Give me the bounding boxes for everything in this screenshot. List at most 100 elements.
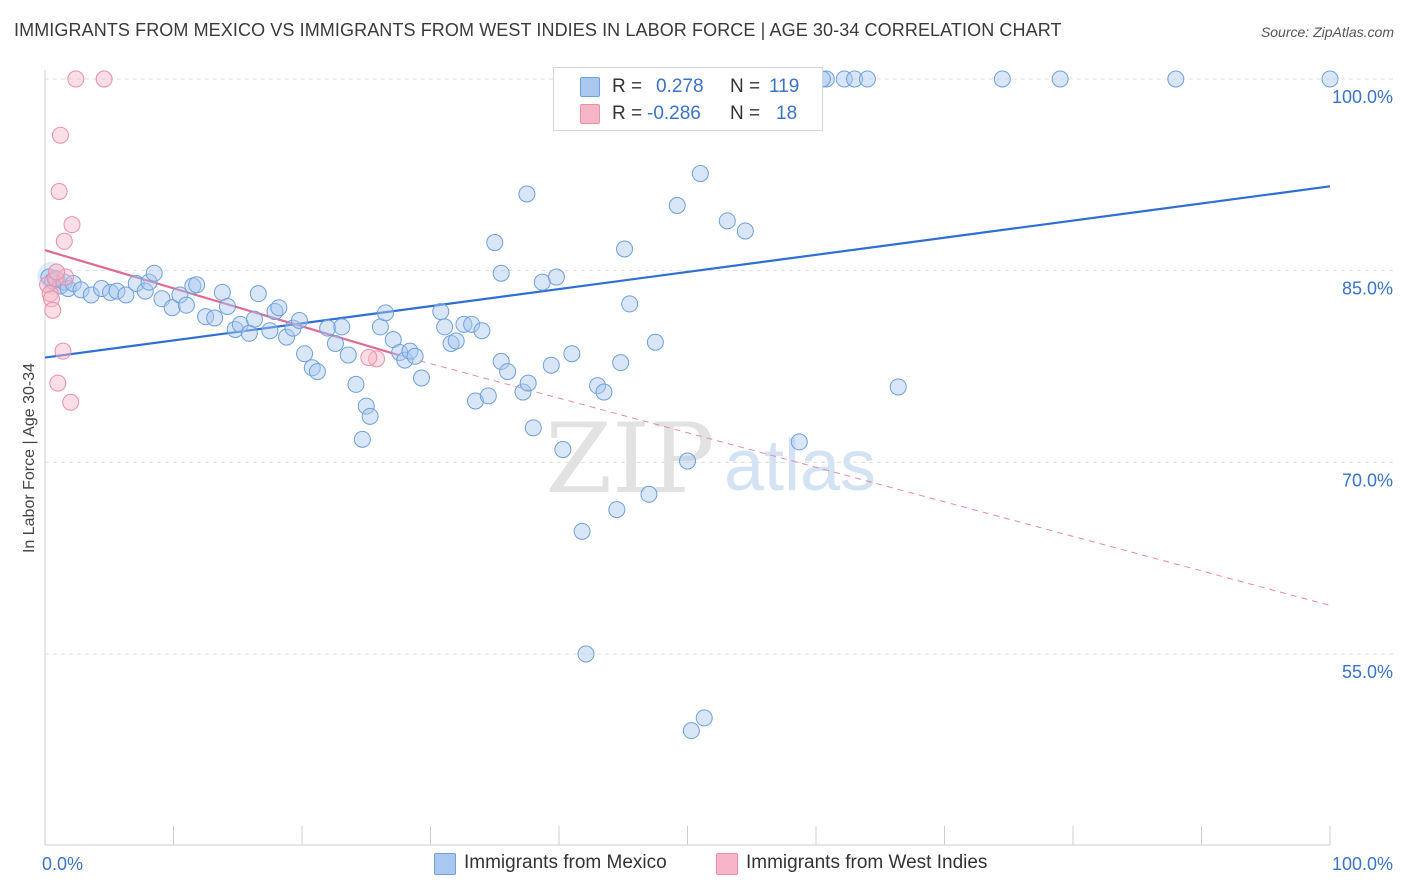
point-mexico <box>616 240 634 258</box>
point-mexico <box>668 197 686 214</box>
point-mexico <box>695 709 713 727</box>
stats-row-mexico: R = 0.278 N = 119 <box>554 74 822 100</box>
x-tick-label: 100.0% <box>1332 854 1393 874</box>
point-mexico <box>377 304 395 322</box>
point-mexico <box>270 299 288 317</box>
point-mexico <box>339 346 357 364</box>
point-west-indies <box>62 393 80 411</box>
watermark-zip: ZIP <box>545 403 714 515</box>
point-mexico <box>401 342 419 360</box>
point-mexico <box>206 309 224 327</box>
legend-item-mexico[interactable]: Immigrants from Mexico <box>434 850 694 876</box>
point-mexico <box>136 282 154 300</box>
point-mexico <box>333 318 351 336</box>
point-mexico <box>514 383 532 401</box>
point-mexico <box>612 354 630 372</box>
point-mexico <box>858 70 876 88</box>
legend-item-west-indies[interactable]: Immigrants from West Indies <box>716 850 1016 876</box>
point-mexico <box>993 70 1011 88</box>
legend-swatch-west-indies <box>580 104 600 124</box>
n-value: 18 <box>776 103 798 124</box>
point-mexico <box>595 383 613 401</box>
point-mexico <box>499 363 517 381</box>
point-mexico <box>1051 70 1069 88</box>
point-mexico <box>573 522 591 540</box>
point-mexico <box>492 352 510 370</box>
n-label: N = <box>730 103 761 124</box>
trendlines <box>44 185 1331 606</box>
point-mexico <box>245 310 263 328</box>
point-west-indies <box>57 268 75 286</box>
point-mexico <box>518 185 536 203</box>
point-mexico <box>218 297 236 315</box>
source-label: Source: ZipAtlas.com <box>1260 24 1394 40</box>
point-mexico <box>140 273 158 291</box>
point-mexico <box>326 335 344 352</box>
point-mexico <box>889 378 907 396</box>
point-mexico <box>406 347 424 365</box>
n-value: 119 <box>769 76 800 97</box>
point-mexico <box>261 322 279 340</box>
r-value: 0.278 <box>656 76 704 97</box>
stats-row-west-indies: R = -0.286 N = 18 <box>554 101 822 127</box>
point-mexico <box>296 345 314 363</box>
point-mexico <box>290 312 308 329</box>
point-mexico <box>682 722 700 740</box>
point-west-indies <box>44 301 62 319</box>
point-mexico <box>542 356 560 374</box>
point-mexico <box>432 303 450 321</box>
trendline-west-indies-extension <box>398 354 1331 606</box>
point-mexico <box>308 363 326 381</box>
point-mexico <box>171 286 189 304</box>
point-mexico <box>533 273 551 291</box>
point-mexico <box>463 315 481 333</box>
legend-swatch-mexico <box>434 853 456 875</box>
point-mexico <box>691 165 709 183</box>
n-label: N = <box>730 76 761 97</box>
y-tick-label: 100.0% <box>1332 87 1393 107</box>
point-mexico <box>646 333 664 351</box>
point-mexico <box>519 374 537 392</box>
r-value: -0.286 <box>647 103 701 124</box>
point-mexico <box>353 430 371 448</box>
y-tick-label: 85.0% <box>1342 279 1393 299</box>
point-mexico <box>117 286 135 304</box>
point-mexico <box>163 299 181 317</box>
point-west-indies <box>49 374 67 392</box>
point-mexico <box>679 452 696 470</box>
point-mexico <box>790 433 808 451</box>
point-mexico <box>466 392 484 410</box>
watermark: ZIP atlas <box>545 403 876 515</box>
point-mexico <box>577 645 595 663</box>
y-tick-label: 55.0% <box>1342 662 1393 682</box>
point-mexico <box>278 328 296 346</box>
point-mexico <box>436 318 454 336</box>
point-mexico <box>486 234 504 252</box>
gridlines <box>45 78 1393 655</box>
point-mexico <box>835 70 853 88</box>
trendline-west-indies <box>44 249 399 357</box>
chart-title: IMMIGRANTS FROM MEXICO VS IMMIGRANTS FRO… <box>14 20 1062 40</box>
point-mexico <box>188 276 206 294</box>
point-west-indies <box>51 126 69 144</box>
point-mexico <box>473 322 491 340</box>
y-tick-label: 70.0% <box>1342 470 1393 490</box>
point-mexico <box>108 282 126 300</box>
point-mexico <box>442 335 460 352</box>
point-west-indies <box>54 342 72 360</box>
point-mexico <box>347 375 365 393</box>
point-west-indies <box>360 349 378 367</box>
point-west-indies <box>55 232 73 250</box>
point-mexico <box>554 441 572 459</box>
data-points <box>37 70 1339 740</box>
stats-legend: R = 0.278 N = 119 R = -0.286 N = 18 <box>553 67 823 131</box>
point-mexico <box>1321 70 1339 88</box>
point-mexico <box>621 295 639 313</box>
point-mexico <box>589 377 607 395</box>
point-mexico <box>145 264 163 282</box>
point-mexico <box>319 319 337 337</box>
point-mexico <box>608 501 626 519</box>
axes <box>44 70 1331 846</box>
legend-swatch-mexico <box>580 77 600 97</box>
point-mexico <box>718 212 736 230</box>
